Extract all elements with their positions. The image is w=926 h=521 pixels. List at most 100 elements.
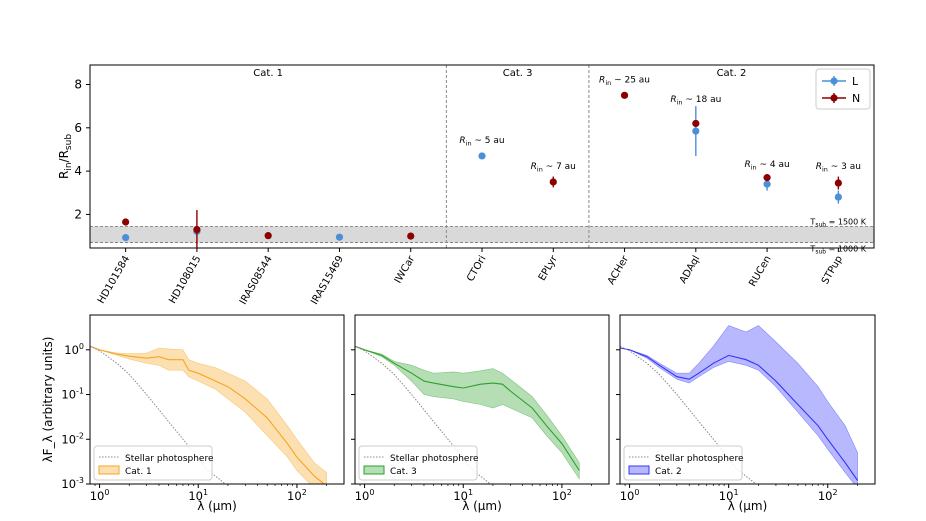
photosphere-line xyxy=(620,345,757,484)
tsub-band xyxy=(90,226,874,243)
data-point xyxy=(122,218,130,226)
data-point xyxy=(692,127,700,135)
category-label: Cat. 3 xyxy=(503,68,533,79)
star-label: ACHer xyxy=(606,253,632,286)
photosphere-line xyxy=(355,345,492,484)
x-tick-label-part: 10 xyxy=(453,489,468,503)
star-label: STPup xyxy=(820,254,845,286)
star-label: IWCar xyxy=(393,253,418,285)
rin-annotation-part: R xyxy=(670,95,676,105)
y-tick-label-part: 10 xyxy=(61,477,76,491)
data-point xyxy=(834,193,842,201)
sed-plot-frame xyxy=(89,314,345,485)
data-point xyxy=(335,233,344,241)
legend-marker xyxy=(830,94,838,102)
data-point xyxy=(478,152,486,160)
x-tick-label-part: 10 xyxy=(818,489,833,503)
star-label: HD101584 xyxy=(96,254,132,306)
x-tick-label-part: 10 xyxy=(355,489,370,503)
tsub-1500-label-part: = 1500 K xyxy=(826,217,867,226)
sed-y-axis-label: λF_λ (arbitrary units) xyxy=(41,337,55,463)
rin-annotation: Rin ~ 5 au xyxy=(459,136,504,148)
rin-annotation-part: in xyxy=(605,79,611,87)
x-tick-label-part: 10 xyxy=(552,489,567,503)
y-tick-label-part: -2 xyxy=(76,431,84,440)
panel-content xyxy=(620,325,859,484)
y-tick-label: 6 xyxy=(74,121,82,135)
x-tick-label-part: 0 xyxy=(104,488,109,497)
sed-median-line xyxy=(90,345,325,484)
y-tick-label: 4 xyxy=(74,164,82,178)
legend-box xyxy=(815,68,871,110)
rin-annotation: Rin ~ 25 au xyxy=(599,75,650,87)
x-tick-label-part: 1 xyxy=(203,488,208,497)
y-axis-label-part: in xyxy=(64,162,74,170)
tsub-1000-label-part: = 1000 K xyxy=(826,245,867,254)
y-axis-label-part: R xyxy=(57,171,71,179)
data-point xyxy=(763,180,771,188)
sed-legend: Stellar photosphere Cat. 1 xyxy=(93,445,214,481)
y-tick-label-part: 10 xyxy=(61,432,76,446)
sed-band xyxy=(355,346,580,480)
x-tick-label: 101 xyxy=(453,488,473,503)
data-point xyxy=(549,178,557,186)
x-axis-label: λ (μm) xyxy=(728,499,768,513)
rin-annotation-part: ~ 18 au xyxy=(683,95,722,105)
y-axis-label-part: /R xyxy=(57,150,71,162)
x-tick-label: 101 xyxy=(719,488,739,503)
y-axis-label: Rin/Rsub xyxy=(57,134,74,179)
y-tick-label: 10-1 xyxy=(61,387,84,402)
legend-box xyxy=(623,445,743,481)
rin-annotation-part: in xyxy=(677,98,683,106)
legend-box xyxy=(358,445,478,481)
tsub-1000-label: Tsub = 1000 K xyxy=(809,245,866,256)
x-tick-label-part: 1 xyxy=(733,488,738,497)
sed-median-line xyxy=(620,347,859,481)
legend-category-label: Cat. 3 xyxy=(390,467,417,477)
rin-annotation: Rin ~ 3 au xyxy=(816,162,861,174)
rin-annotation-part: R xyxy=(531,162,537,172)
y-axis-label-part: sub xyxy=(64,134,74,150)
top-legend: LN xyxy=(815,68,871,110)
x-tick-label-part: 2 xyxy=(302,488,307,497)
rin-annotation-part: ~ 7 au xyxy=(543,162,576,172)
x-tick-label-part: 0 xyxy=(369,488,374,497)
y-tick-label: 8 xyxy=(74,77,82,91)
rin-annotation-part: ~ 25 au xyxy=(611,75,650,85)
data-point xyxy=(834,179,842,187)
x-tick-label-part: 10 xyxy=(90,489,105,503)
y-tick-label-part: -1 xyxy=(76,387,84,396)
x-tick-label-part: 0 xyxy=(634,488,639,497)
legend-label: N xyxy=(852,92,860,105)
x-tick-label-part: 10 xyxy=(287,489,302,503)
sed-plot-frame xyxy=(354,314,610,485)
x-tick-label: 100 xyxy=(90,488,110,503)
tsub-1000-label-part: sub xyxy=(815,249,826,256)
sed-plot-frame xyxy=(619,314,876,485)
data-point xyxy=(692,119,700,128)
sed-legend: Stellar photosphere Cat. 2 xyxy=(623,445,744,481)
star-label: RUCen xyxy=(747,254,773,289)
sed-median-line xyxy=(355,345,580,471)
rin-annotation-part: R xyxy=(459,136,465,146)
y-tick-label-part: -3 xyxy=(76,476,84,485)
legend-photosphere-label: Stellar photosphere xyxy=(390,454,479,464)
tsub-1000-label-part: T xyxy=(809,245,815,254)
legend-band-swatch xyxy=(363,465,385,475)
rin-annotation-part: ~ 5 au xyxy=(472,136,505,146)
rin-annotation: Rin ~ 18 au xyxy=(670,95,721,107)
x-tick-label-part: 1 xyxy=(468,488,473,497)
photosphere-line xyxy=(90,345,227,484)
x-axis-label: λ (μm) xyxy=(197,499,237,513)
x-tick-label-part: 10 xyxy=(620,489,635,503)
star-label: HD108015 xyxy=(167,254,203,306)
x-tick-label-part: 10 xyxy=(719,489,734,503)
tsub-1500-label: Tsub = 1500 K xyxy=(809,217,866,228)
rin-annotation-part: R xyxy=(744,160,750,170)
data-point xyxy=(407,232,415,240)
legend-band-swatch xyxy=(628,465,650,475)
legend-category-label: Cat. 1 xyxy=(125,467,152,477)
